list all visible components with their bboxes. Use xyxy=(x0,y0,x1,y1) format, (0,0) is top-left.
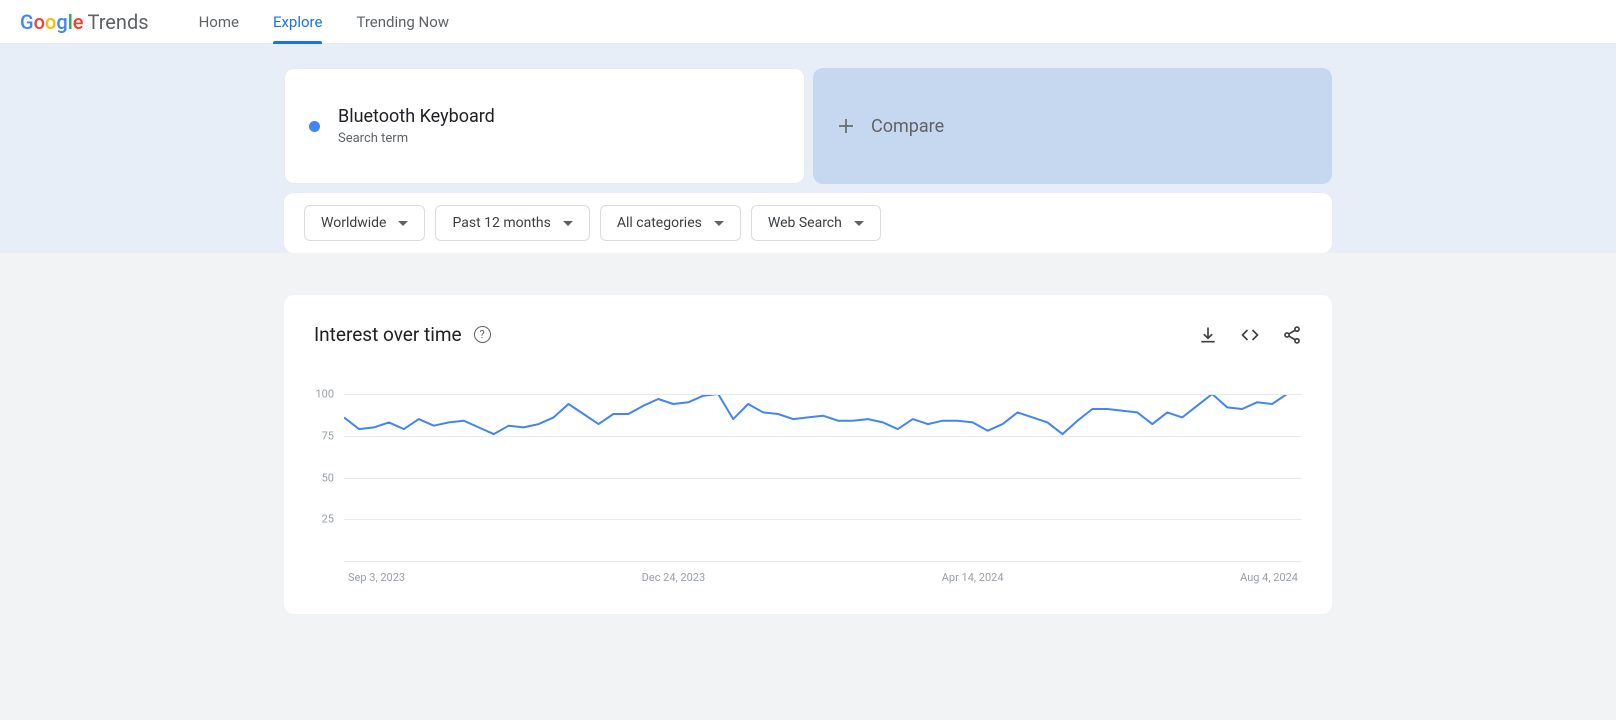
grid-line xyxy=(344,478,1302,479)
y-tick-label: 50 xyxy=(322,471,334,484)
chevron-down-icon xyxy=(563,221,573,226)
grid-line xyxy=(344,519,1302,520)
search-row: Bluetooth Keyboard Search term Compare xyxy=(284,68,1332,184)
grid-line xyxy=(344,394,1302,395)
term-subtitle: Search term xyxy=(338,131,495,146)
main-area: Interest over time ? 100 75 50 25 Sep 3, 20… xyxy=(0,253,1616,654)
filter-chip-3[interactable]: Web Search xyxy=(751,205,881,241)
y-tick-label: 75 xyxy=(322,429,334,442)
filter-chip-0[interactable]: Worldwide xyxy=(304,205,425,241)
chart-card: Interest over time ? 100 75 50 25 Sep 3, 20… xyxy=(284,295,1332,614)
google-trends-logo[interactable]: Google Trends xyxy=(20,10,149,34)
logo-trends-text: Trends xyxy=(88,10,149,34)
search-term-card[interactable]: Bluetooth Keyboard Search term xyxy=(284,68,805,184)
filter-label: Worldwide xyxy=(321,215,386,231)
term-color-dot xyxy=(309,121,320,132)
top-nav: Google Trends Home Explore Trending Now xyxy=(0,0,1616,44)
x-tick-label: Aug 4, 2024 xyxy=(1240,571,1298,584)
chart-actions xyxy=(1198,325,1302,345)
nav-tabs: Home Explore Trending Now xyxy=(199,0,450,44)
term-info: Bluetooth Keyboard Search term xyxy=(338,106,495,146)
x-tick-label: Apr 14, 2024 xyxy=(942,571,1004,584)
y-tick-label: 25 xyxy=(322,513,334,526)
filter-label: Past 12 months xyxy=(452,215,550,231)
filter-chip-2[interactable]: All categories xyxy=(600,205,741,241)
chart-title: Interest over time xyxy=(314,323,462,346)
filters-card: Worldwide Past 12 months All categories Web… xyxy=(284,193,1332,253)
download-icon[interactable] xyxy=(1198,325,1218,345)
nav-tab-explore[interactable]: Explore xyxy=(273,0,323,44)
y-tick-label: 100 xyxy=(315,388,334,401)
x-tick-label: Sep 3, 2023 xyxy=(348,571,405,584)
compare-label: Compare xyxy=(871,116,944,137)
grid-line xyxy=(344,436,1302,437)
chevron-down-icon xyxy=(398,221,408,226)
filter-label: All categories xyxy=(617,215,702,231)
compare-card[interactable]: Compare xyxy=(813,68,1332,184)
share-icon[interactable] xyxy=(1282,325,1302,345)
x-tick-label: Dec 24, 2023 xyxy=(642,571,706,584)
filter-label: Web Search xyxy=(768,215,842,231)
y-axis-ticks: 100755025 xyxy=(314,394,340,561)
nav-tab-home[interactable]: Home xyxy=(199,0,239,44)
chart-header: Interest over time ? xyxy=(314,323,1302,346)
help-icon[interactable]: ? xyxy=(474,326,491,343)
hero-area: Bluetooth Keyboard Search term Compare W… xyxy=(0,44,1616,253)
filter-chip-1[interactable]: Past 12 months xyxy=(435,205,589,241)
embed-icon[interactable] xyxy=(1240,325,1260,345)
x-axis-ticks: Sep 3, 2023 Dec 24, 2023 Apr 14, 2024 Aug 4… xyxy=(344,571,1302,584)
term-title: Bluetooth Keyboard xyxy=(338,106,495,127)
chart-plot: 100755025 Sep 3, 2023Dec 24, 2023Apr 14,… xyxy=(344,394,1302,584)
chevron-down-icon xyxy=(854,221,864,226)
chevron-down-icon xyxy=(714,221,724,226)
grid-lines xyxy=(344,394,1302,561)
nav-tab-trending-now[interactable]: Trending Now xyxy=(356,0,449,44)
plus-icon xyxy=(837,117,855,135)
